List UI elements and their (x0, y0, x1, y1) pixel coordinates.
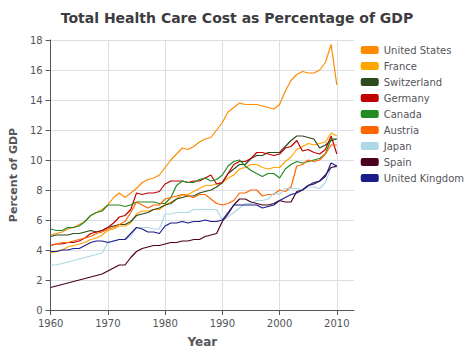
svg-text:Switzerland: Switzerland (384, 77, 442, 88)
svg-text:2000: 2000 (267, 318, 292, 329)
svg-text:United States: United States (384, 45, 452, 56)
svg-text:France: France (384, 61, 417, 72)
svg-text:Austria: Austria (384, 125, 419, 136)
svg-text:10: 10 (30, 155, 43, 166)
svg-text:14: 14 (30, 95, 43, 106)
svg-text:1980: 1980 (152, 318, 177, 329)
svg-text:1970: 1970 (95, 318, 120, 329)
svg-text:2010: 2010 (324, 318, 349, 329)
svg-text:Canada: Canada (384, 109, 422, 120)
svg-text:Year: Year (186, 335, 217, 349)
svg-text:4: 4 (36, 245, 42, 256)
svg-text:16: 16 (30, 65, 43, 76)
svg-text:Total Health Care Cost as Perc: Total Health Care Cost as Percentage of … (61, 10, 413, 26)
svg-text:6: 6 (36, 215, 42, 226)
svg-text:Japan: Japan (383, 141, 412, 152)
svg-text:1960: 1960 (38, 318, 63, 329)
svg-text:Percent of GDP: Percent of GDP (7, 128, 20, 222)
svg-text:Germany: Germany (384, 93, 430, 104)
svg-text:Spain: Spain (384, 157, 412, 168)
svg-text:8: 8 (36, 185, 42, 196)
svg-text:United Kingdom: United Kingdom (384, 173, 464, 184)
svg-text:2: 2 (36, 275, 42, 286)
svg-text:1990: 1990 (210, 318, 235, 329)
svg-text:0: 0 (36, 305, 42, 316)
svg-text:12: 12 (30, 125, 43, 136)
svg-text:18: 18 (30, 35, 43, 46)
